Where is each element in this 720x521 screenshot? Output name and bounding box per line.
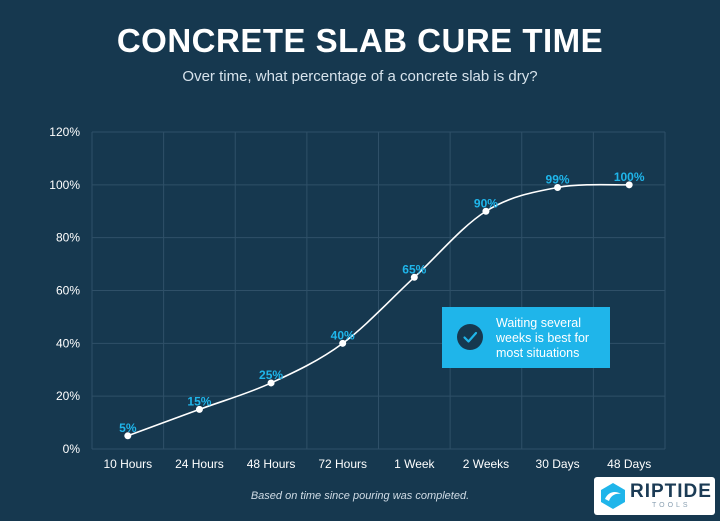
chart-title: CONCRETE SLAB CURE TIME [116, 22, 604, 59]
data-label: 25% [259, 368, 283, 382]
callout-text: Waiting several weeks is best for most s… [496, 316, 590, 360]
x-axis-ticks: 10 Hours 24 Hours 48 Hours 72 Hours 1 Week 2 … [103, 457, 651, 471]
x-tick-label: 48 Days [607, 457, 651, 471]
data-point [124, 432, 132, 440]
data-label: 15% [187, 394, 211, 408]
data-labels: 5% 15% 25% 40% 65% 90% 99% 100% [119, 170, 645, 435]
footnote: Based on time since pouring was complete… [250, 490, 470, 502]
x-tick-label: 1 Week [394, 457, 435, 471]
data-point [267, 379, 275, 387]
y-tick-label: 0% [63, 442, 81, 456]
callout-box: Waiting several weeks is best for most s… [442, 307, 610, 368]
y-tick-label: 60% [56, 284, 80, 298]
data-label: 100% [614, 170, 645, 184]
y-tick-label: 100% [49, 178, 80, 192]
data-point [482, 207, 490, 215]
data-label: 40% [331, 328, 355, 342]
data-label: 90% [474, 196, 498, 210]
data-point [554, 183, 562, 191]
y-tick-label: 120% [49, 125, 80, 139]
check-circle-icon [457, 324, 483, 350]
logo-mark-icon [601, 483, 625, 509]
series-line [127, 183, 630, 437]
data-point [625, 181, 633, 189]
x-tick-label: 10 Hours [103, 457, 152, 471]
x-tick-label: 30 Days [536, 457, 580, 471]
data-label: 5% [119, 421, 137, 435]
data-point [339, 339, 347, 347]
logo-name: RIPTIDE [630, 481, 712, 502]
gridlines [91, 131, 666, 450]
data-label: 99% [546, 172, 570, 186]
riptide-logo: RIPTIDE TOOLS [594, 477, 715, 515]
y-tick-label: 80% [56, 231, 80, 245]
x-tick-label: 72 Hours [318, 457, 367, 471]
data-point [410, 273, 418, 281]
x-tick-label: 48 Hours [247, 457, 296, 471]
data-label: 65% [402, 262, 426, 276]
y-tick-label: 20% [56, 389, 80, 403]
y-tick-label: 40% [56, 336, 80, 350]
chart-subtitle: Over time, what percentage of a concrete… [182, 68, 538, 85]
data-points [124, 181, 633, 440]
x-tick-label: 2 Weeks [463, 457, 509, 471]
y-axis-ticks: 0% 20% 40% 60% 80% 100% 120% [49, 125, 80, 456]
data-point [195, 405, 203, 413]
logo-subtitle: TOOLS [652, 502, 691, 509]
x-tick-label: 24 Hours [175, 457, 224, 471]
